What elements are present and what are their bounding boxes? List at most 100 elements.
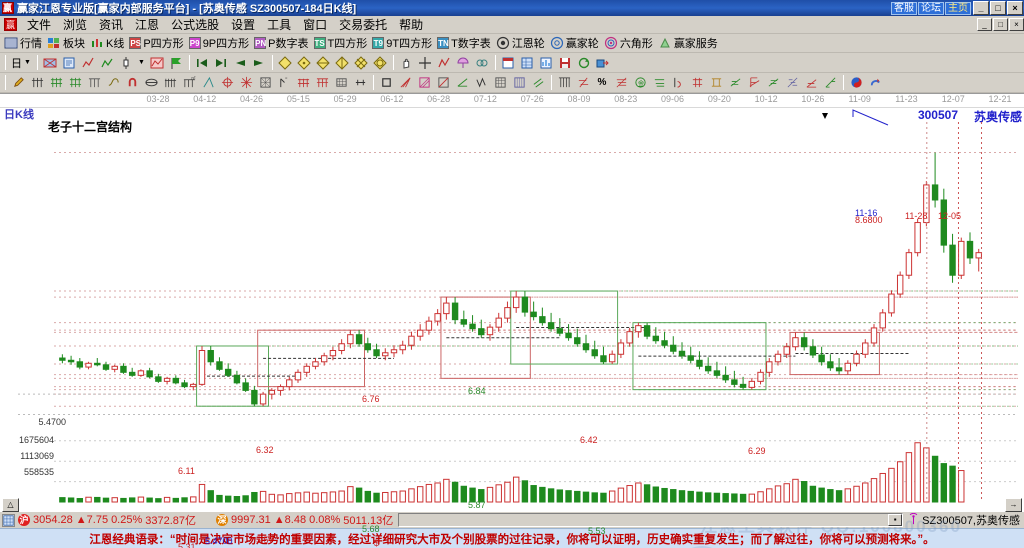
gann-fan2-tool[interactable] xyxy=(66,74,84,91)
overlay-button[interactable] xyxy=(148,54,166,71)
zigzag2-tool[interactable] xyxy=(472,74,490,91)
red-fib-tool[interactable] xyxy=(688,74,706,91)
slope-tool[interactable] xyxy=(453,74,471,91)
diamond2-button[interactable] xyxy=(295,54,313,71)
crosshair-plus-button[interactable] xyxy=(416,54,434,71)
chart-area[interactable]: 03-28 04-12 04-26 05-15 05-29 06-12 06-28 07-12… xyxy=(0,93,1024,548)
grid-icon[interactable] xyxy=(2,513,15,527)
prev-button[interactable] xyxy=(231,54,249,71)
last-page-button[interactable] xyxy=(212,54,230,71)
menu-item-news[interactable]: 资讯 xyxy=(99,18,124,32)
measure-tool[interactable] xyxy=(669,74,687,91)
taiji-tool[interactable] xyxy=(847,74,865,91)
flag-button[interactable] xyxy=(167,54,185,71)
slope2-tool[interactable] xyxy=(726,74,744,91)
toolbar-9t-square-button[interactable]: T9 9T四方形 xyxy=(370,35,434,52)
info-button[interactable] xyxy=(60,54,78,71)
slope6-tool[interactable] xyxy=(802,74,820,91)
menu-item-settings[interactable]: 设置 xyxy=(231,18,256,32)
customer-service-button[interactable]: 客服 xyxy=(891,1,917,15)
target-tool[interactable] xyxy=(218,74,236,91)
crosshair-button[interactable] xyxy=(41,54,59,71)
percent-tool[interactable]: % xyxy=(593,74,611,91)
menu-item-trade[interactable]: 交易委托 xyxy=(339,18,388,32)
menu-item-window[interactable]: 窗口 xyxy=(303,18,328,32)
square-n2-tool[interactable]: n² xyxy=(180,74,198,91)
table-button[interactable] xyxy=(518,54,536,71)
homepage-button[interactable]: 主页 xyxy=(945,1,971,15)
menu-item-formula-screen[interactable]: 公式选股 xyxy=(171,18,220,32)
calendar-button[interactable] xyxy=(499,54,517,71)
net-tool[interactable] xyxy=(256,74,274,91)
diamond5-button[interactable] xyxy=(352,54,370,71)
toolbar-hexagon-button[interactable]: 六角形 xyxy=(602,35,655,52)
table2-tool[interactable] xyxy=(555,74,573,91)
grid3-tool[interactable] xyxy=(510,74,528,91)
star-tool[interactable] xyxy=(237,74,255,91)
gold-bar-tool[interactable] xyxy=(650,74,668,91)
toolbar-sector-button[interactable]: 板块 xyxy=(45,35,87,52)
close-button[interactable]: × xyxy=(1007,1,1023,15)
menu-item-file[interactable]: 文件 xyxy=(27,18,52,32)
toolbar-t-square-button[interactable]: TS T四方形 xyxy=(312,35,370,52)
curve-tool[interactable] xyxy=(104,74,122,91)
slope3-tool[interactable] xyxy=(745,74,763,91)
candle-dropdown[interactable]: ▼ xyxy=(136,54,147,71)
maximize-button[interactable]: □ xyxy=(990,1,1006,15)
toolbar-gann-wheel-button[interactable]: 江恩轮 xyxy=(494,35,547,52)
umbrella-button[interactable] xyxy=(454,54,472,71)
mdi-minimize-button[interactable]: _ xyxy=(977,18,992,31)
candle-button[interactable] xyxy=(117,54,135,71)
gann-fan1-tool[interactable] xyxy=(47,74,65,91)
period-dropdown-icon[interactable]: ▼ xyxy=(24,59,31,66)
diamond1-button[interactable] xyxy=(276,54,294,71)
hand-button[interactable] xyxy=(397,54,415,71)
candlestick-plot[interactable] xyxy=(0,108,1024,506)
toolbar-p-number-table-button[interactable]: PN P数字表 xyxy=(252,35,310,52)
slope5-tool[interactable] xyxy=(783,74,801,91)
report-button[interactable] xyxy=(537,54,555,71)
spiral-tool[interactable] xyxy=(415,74,433,91)
red-grid2-tool[interactable] xyxy=(313,74,331,91)
toolbar-9p-square-button[interactable]: P9 9P四方形 xyxy=(187,35,251,52)
fan-tool[interactable] xyxy=(396,74,414,91)
next-button[interactable] xyxy=(250,54,268,71)
diamond6-button[interactable] xyxy=(371,54,389,71)
toolbar-kline-button[interactable]: K线 xyxy=(88,35,126,52)
mdi-close-button[interactable]: × xyxy=(1009,18,1024,31)
toolbar-t-number-table-button[interactable]: TN T数字表 xyxy=(435,35,493,52)
wave-tool[interactable]: " xyxy=(275,74,293,91)
scroll-right-button[interactable]: → xyxy=(1005,498,1022,512)
indicator2-button[interactable] xyxy=(98,54,116,71)
comb-tool[interactable] xyxy=(161,74,179,91)
diamond3-button[interactable] xyxy=(314,54,332,71)
slope7-tool[interactable] xyxy=(821,74,839,91)
refresh-button[interactable] xyxy=(575,54,593,71)
fork-tool[interactable] xyxy=(28,74,46,91)
current-symbol[interactable]: SZ300507,苏奥传感 xyxy=(908,512,1024,528)
minimize-button[interactable]: _ xyxy=(973,1,989,15)
gann-grid-tool[interactable] xyxy=(85,74,103,91)
menu-item-help[interactable]: 帮助 xyxy=(399,18,424,32)
pct-ratio-tool[interactable] xyxy=(574,74,592,91)
status-ticker-area[interactable]: ▪ xyxy=(398,513,904,527)
status-ticker-knob[interactable]: ▪ xyxy=(888,514,903,526)
diamond4-button[interactable] xyxy=(333,54,351,71)
toolbar-p-square-button[interactable]: PS P四方形 xyxy=(127,35,185,52)
red-grid1-tool[interactable] xyxy=(294,74,312,91)
zigzag-button[interactable] xyxy=(435,54,453,71)
menu-item-browse[interactable]: 浏览 xyxy=(63,18,88,32)
grid2-tool[interactable] xyxy=(491,74,509,91)
toolbar-winner-wheel-button[interactable]: 赢家轮 xyxy=(548,35,601,52)
angle-tool[interactable] xyxy=(199,74,217,91)
toolbar-quote-button[interactable]: 行情 xyxy=(2,35,44,52)
menu-item-tools[interactable]: 工具 xyxy=(267,18,292,32)
indicator1-button[interactable] xyxy=(79,54,97,71)
toolbar-winner-service-button[interactable]: 赢家服务 xyxy=(656,35,720,52)
chart-scroll-row[interactable]: △ → xyxy=(0,498,1024,512)
menu-item-gann[interactable]: 江恩 xyxy=(135,18,160,32)
pencil-tool[interactable] xyxy=(9,74,27,91)
segment-tool[interactable] xyxy=(351,74,369,91)
forum-button[interactable]: 论坛 xyxy=(918,1,944,15)
mdi-restore-button[interactable]: □ xyxy=(993,18,1008,31)
